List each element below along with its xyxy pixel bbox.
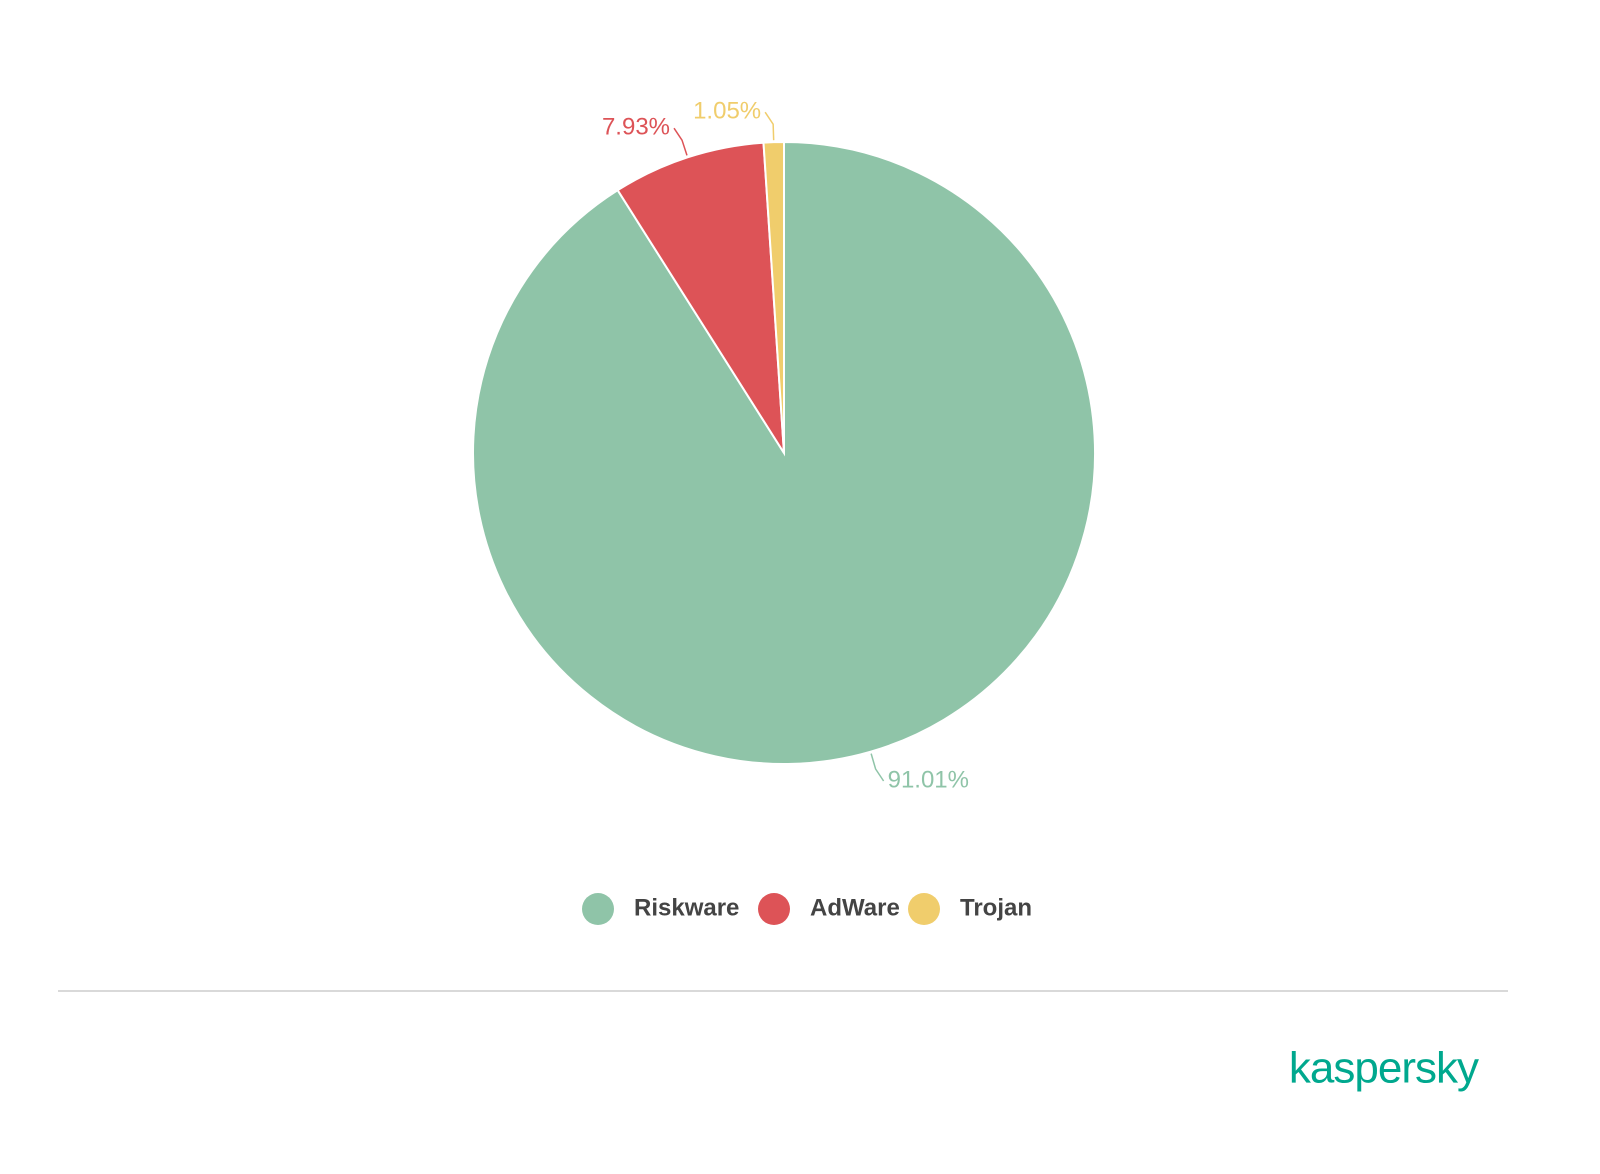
pie-slice [762, 140, 785, 454]
legend-marker [758, 893, 790, 925]
legend-label: Riskware [634, 894, 739, 921]
data-label: 91.01% [888, 766, 969, 793]
legend-label: Trojan [960, 894, 1032, 921]
leader-line [673, 127, 688, 156]
data-label: 7.93% [602, 114, 670, 141]
data-label: 1.05% [693, 98, 761, 125]
logo: kaspersky [1289, 1044, 1479, 1093]
legend-marker [582, 893, 614, 925]
leader-line [870, 753, 885, 782]
leader-line [764, 111, 775, 141]
pie-slice [616, 141, 785, 454]
legend-label: AdWare [810, 894, 900, 921]
legend-marker [908, 893, 940, 925]
